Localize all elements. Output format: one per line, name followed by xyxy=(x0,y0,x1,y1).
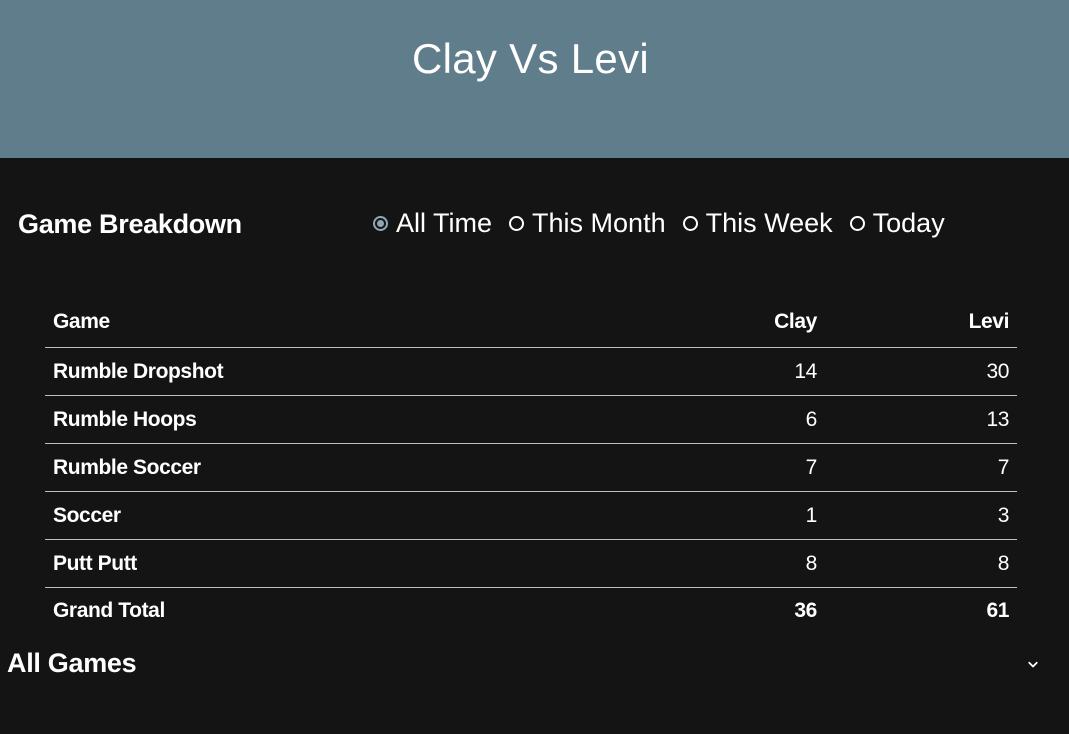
section-title: Game Breakdown xyxy=(18,209,242,239)
clay-total: 36 xyxy=(794,599,817,622)
clay-score: 14 xyxy=(632,347,825,396)
filter-all-time[interactable]: All Time xyxy=(373,208,492,239)
chevron-down-icon[interactable] xyxy=(1024,656,1042,674)
levi-score: 7 xyxy=(824,443,1017,492)
levi-total: 61 xyxy=(986,599,1009,622)
clay-score: 7 xyxy=(632,443,825,492)
levi-score: 30 xyxy=(824,347,1017,396)
grand-total-label: Grand Total xyxy=(53,599,165,622)
game-name: Soccer xyxy=(45,491,633,540)
game-name: Putt Putt xyxy=(45,539,633,588)
column-header-clay: Clay xyxy=(632,297,825,348)
radio-unchecked-icon[interactable] xyxy=(849,216,865,231)
clay-score: 8 xyxy=(632,539,825,588)
all-games-expander[interactable]: All Games xyxy=(7,648,1062,682)
clay-score: 1 xyxy=(632,491,825,540)
table-header-row: Game Clay Levi xyxy=(45,297,1017,348)
table-row: Rumble Hoops 6 13 xyxy=(45,395,1017,444)
column-header-levi: Levi xyxy=(824,297,1017,348)
game-name: Rumble Hoops xyxy=(45,395,633,444)
grand-total-row: Grand Total 36 61 xyxy=(45,588,1017,635)
game-name: Rumble Soccer xyxy=(45,443,633,492)
filter-today[interactable]: Today xyxy=(849,208,945,239)
levi-score: 8 xyxy=(824,539,1017,588)
filter-label: This Month xyxy=(532,208,666,238)
table-row: Rumble Dropshot 14 30 xyxy=(45,347,1017,396)
radio-unchecked-icon[interactable] xyxy=(682,216,698,231)
time-filter-group: All Time This Month This Week Today xyxy=(373,208,962,239)
levi-score: 3 xyxy=(824,491,1017,540)
table-row: Soccer 1 3 xyxy=(45,491,1017,540)
column-header-game: Game xyxy=(45,297,633,348)
all-games-title: All Games xyxy=(7,648,137,678)
radio-unchecked-icon[interactable] xyxy=(509,216,525,231)
game-breakdown-table: Game Clay Levi Rumble Dropshot 14 30 Rum… xyxy=(45,297,1017,634)
filter-this-week[interactable]: This Week xyxy=(682,208,833,239)
filter-label: This Week xyxy=(705,208,833,238)
page-title: Clay Vs Levi xyxy=(411,35,650,82)
clay-score: 6 xyxy=(632,395,825,444)
game-name: Rumble Dropshot xyxy=(45,347,633,396)
table-row: Rumble Soccer 7 7 xyxy=(45,443,1017,492)
filter-label: All Time xyxy=(396,208,493,238)
game-breakdown-section: Game Breakdown All Time This Month This … xyxy=(0,200,1069,252)
levi-score: 13 xyxy=(824,395,1017,444)
filter-this-month[interactable]: This Month xyxy=(509,208,666,239)
radio-checked-icon[interactable] xyxy=(373,216,388,231)
app-header: Clay Vs Levi xyxy=(0,0,1069,158)
filter-label: Today xyxy=(872,208,945,238)
table-row: Putt Putt 8 8 xyxy=(45,539,1017,588)
